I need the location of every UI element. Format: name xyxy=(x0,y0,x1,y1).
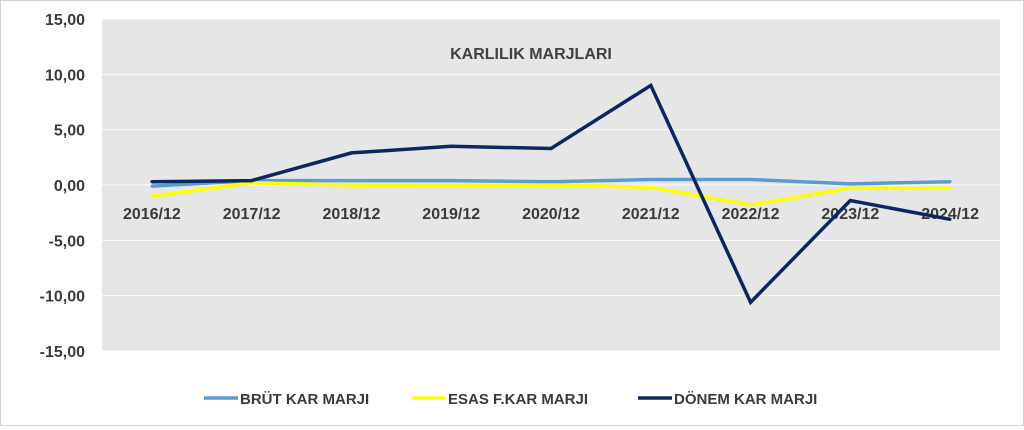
x-tick-label: 2023/12 xyxy=(821,206,879,223)
x-axis-ticks: 2016/12 2017/12 2018/12 2019/12 2020/12 2021/… xyxy=(123,206,979,223)
data-point xyxy=(250,179,254,183)
x-tick-label: 2016/12 xyxy=(123,206,181,223)
data-point xyxy=(349,151,353,155)
data-point xyxy=(449,179,453,183)
legend-label: ESAS F.KAR MARJI xyxy=(448,391,588,408)
legend-item: BRÜT KAR MARJI xyxy=(204,391,369,408)
data-point xyxy=(150,184,154,188)
series-lines xyxy=(150,82,952,306)
data-point xyxy=(649,83,653,87)
y-tick-label: 0,00 xyxy=(54,178,85,195)
data-point xyxy=(449,144,453,148)
chart-title: KARLILIK MARJLARI xyxy=(450,46,612,63)
data-point xyxy=(549,180,553,184)
y-tick-label: 15,00 xyxy=(45,12,85,29)
data-point xyxy=(948,217,952,221)
legend: BRÜT KAR MARJI ESAS F.KAR MARJI DÖNEM KAR … xyxy=(204,391,817,408)
data-point xyxy=(749,300,753,304)
data-point xyxy=(948,186,952,190)
data-point xyxy=(349,179,353,183)
y-tick-label: 10,00 xyxy=(45,67,85,84)
x-tick-label: 2017/12 xyxy=(223,206,281,223)
data-point xyxy=(549,183,553,187)
x-tick-label: 2024/12 xyxy=(921,206,979,223)
data-point xyxy=(150,194,154,198)
data-point xyxy=(549,146,553,150)
data-point xyxy=(848,198,852,202)
data-point xyxy=(749,203,753,207)
x-tick-label: 2019/12 xyxy=(422,206,480,223)
data-point xyxy=(749,177,753,181)
data-point xyxy=(948,180,952,184)
data-point xyxy=(349,183,353,187)
x-tick-label: 2021/12 xyxy=(622,206,680,223)
legend-item: ESAS F.KAR MARJI xyxy=(412,391,588,408)
data-point xyxy=(848,182,852,186)
x-tick-label: 2018/12 xyxy=(323,206,381,223)
y-tick-label: -10,00 xyxy=(40,289,85,306)
legend-label: BRÜT KAR MARJI xyxy=(240,391,369,408)
legend-item: DÖNEM KAR MARJI xyxy=(638,391,817,408)
grid-lines xyxy=(102,18,1000,352)
y-tick-label: -5,00 xyxy=(49,233,86,250)
data-point xyxy=(649,177,653,181)
y-tick-label: -15,00 xyxy=(40,344,85,361)
y-tick-label: 5,00 xyxy=(54,123,85,140)
data-point xyxy=(848,186,852,190)
data-point xyxy=(449,184,453,188)
y-axis-ticks: 15,00 10,00 5,00 0,00 -5,00 -10,00 -15,00 xyxy=(40,12,85,361)
data-point xyxy=(649,185,653,189)
legend-label: DÖNEM KAR MARJI xyxy=(674,391,817,408)
x-tick-label: 2020/12 xyxy=(522,206,580,223)
x-tick-label: 2022/12 xyxy=(722,206,780,223)
data-point xyxy=(150,180,154,184)
